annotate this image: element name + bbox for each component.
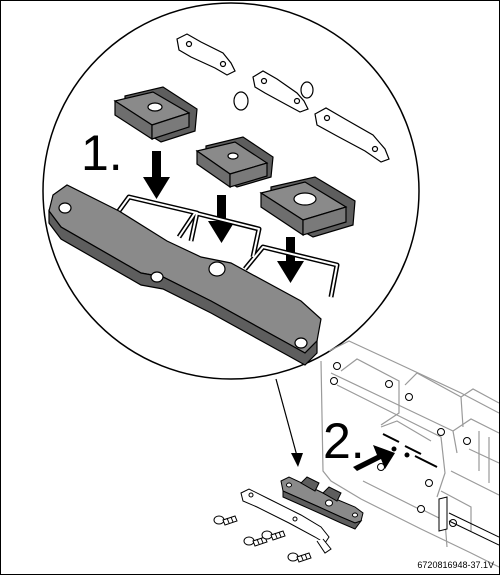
holding-bar-small: [280, 476, 364, 530]
holding-bar: [48, 184, 322, 366]
wire-frames-inner: [112, 196, 338, 298]
detail-leader-line: [275, 378, 298, 457]
gas-valve-housing: [320, 340, 499, 568]
step-2-label: 2.: [323, 413, 365, 469]
screw-2: [243, 536, 268, 547]
insert-arrow-2: [208, 195, 235, 243]
insert-arrow-step-2: [353, 445, 395, 471]
screw-3: [261, 530, 286, 541]
housing-tube: [438, 496, 499, 546]
seal-pad-2: [195, 136, 274, 189]
housing-screws: [330, 362, 471, 527]
screw-4: [287, 552, 312, 563]
seal-pad-3: [259, 176, 356, 238]
figure-code: 6720816948-37.1V: [417, 560, 494, 570]
seal-pad-1: [113, 86, 198, 143]
o-ring-2: [300, 81, 314, 99]
insert-arrow-1: [143, 151, 170, 199]
screw-1: [213, 515, 238, 526]
step-1-label: 1.: [81, 125, 123, 181]
housing-pins: [382, 433, 438, 468]
gasket-strip-1: [176, 33, 236, 76]
gasket-strip-3: [314, 107, 390, 163]
o-ring-1: [233, 91, 249, 111]
detail-leader-arrowhead: [291, 453, 303, 467]
gasket-strip-2: [252, 70, 309, 113]
insert-arrow-3: [277, 237, 304, 283]
gasket-strip-small: [240, 488, 332, 554]
